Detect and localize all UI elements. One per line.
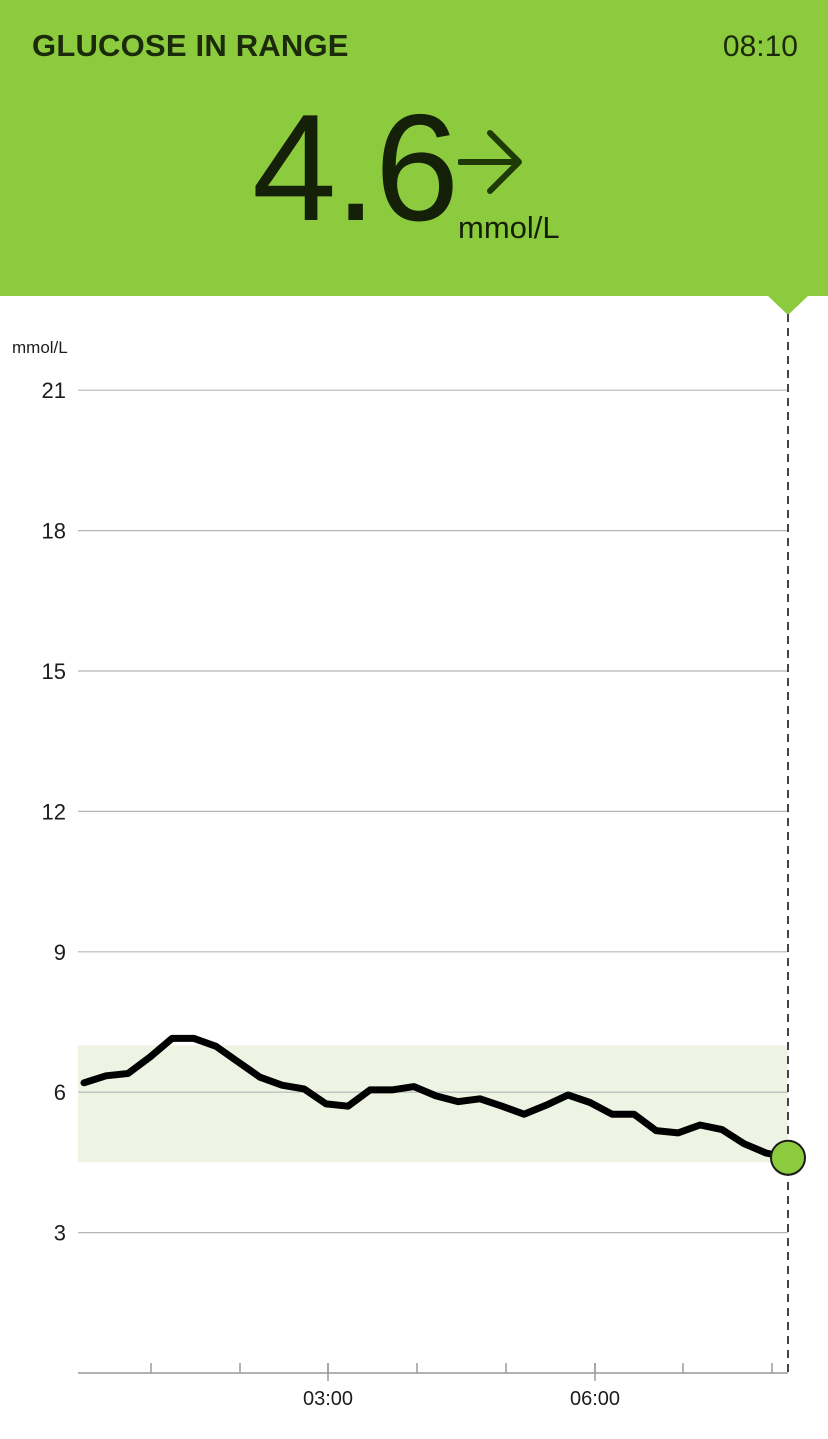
current-time-pointer	[767, 295, 809, 315]
glucose-line	[80, 1034, 792, 1162]
y-tick-label-3: 3	[54, 1221, 66, 1246]
y-axis-unit-label: mmol/L	[12, 338, 68, 357]
arrow-right-icon	[458, 130, 522, 194]
glucose-status-header: GLUCOSE IN RANGE 08:10 4.6 mmol/L	[0, 0, 828, 296]
target-range-band	[78, 1045, 788, 1163]
reading-time: 08:10	[722, 30, 798, 63]
y-tick-label-21: 21	[42, 378, 66, 403]
y-tick-label-12: 12	[42, 799, 66, 824]
x-tick-label-0600: 06:00	[570, 1388, 620, 1410]
glucose-reading-unit: mmol/L	[458, 210, 560, 245]
y-tick-label-15: 15	[42, 659, 66, 684]
status-title: GLUCOSE IN RANGE	[32, 28, 349, 63]
current-reading-marker	[770, 1139, 806, 1176]
x-tick-label-0300: 03:00	[303, 1388, 353, 1410]
y-tick-label-6: 6	[54, 1080, 66, 1105]
y-tick-label-18: 18	[42, 519, 66, 544]
glucose-reading-value: 4.6	[252, 83, 459, 253]
y-tick-label-9: 9	[54, 940, 66, 965]
